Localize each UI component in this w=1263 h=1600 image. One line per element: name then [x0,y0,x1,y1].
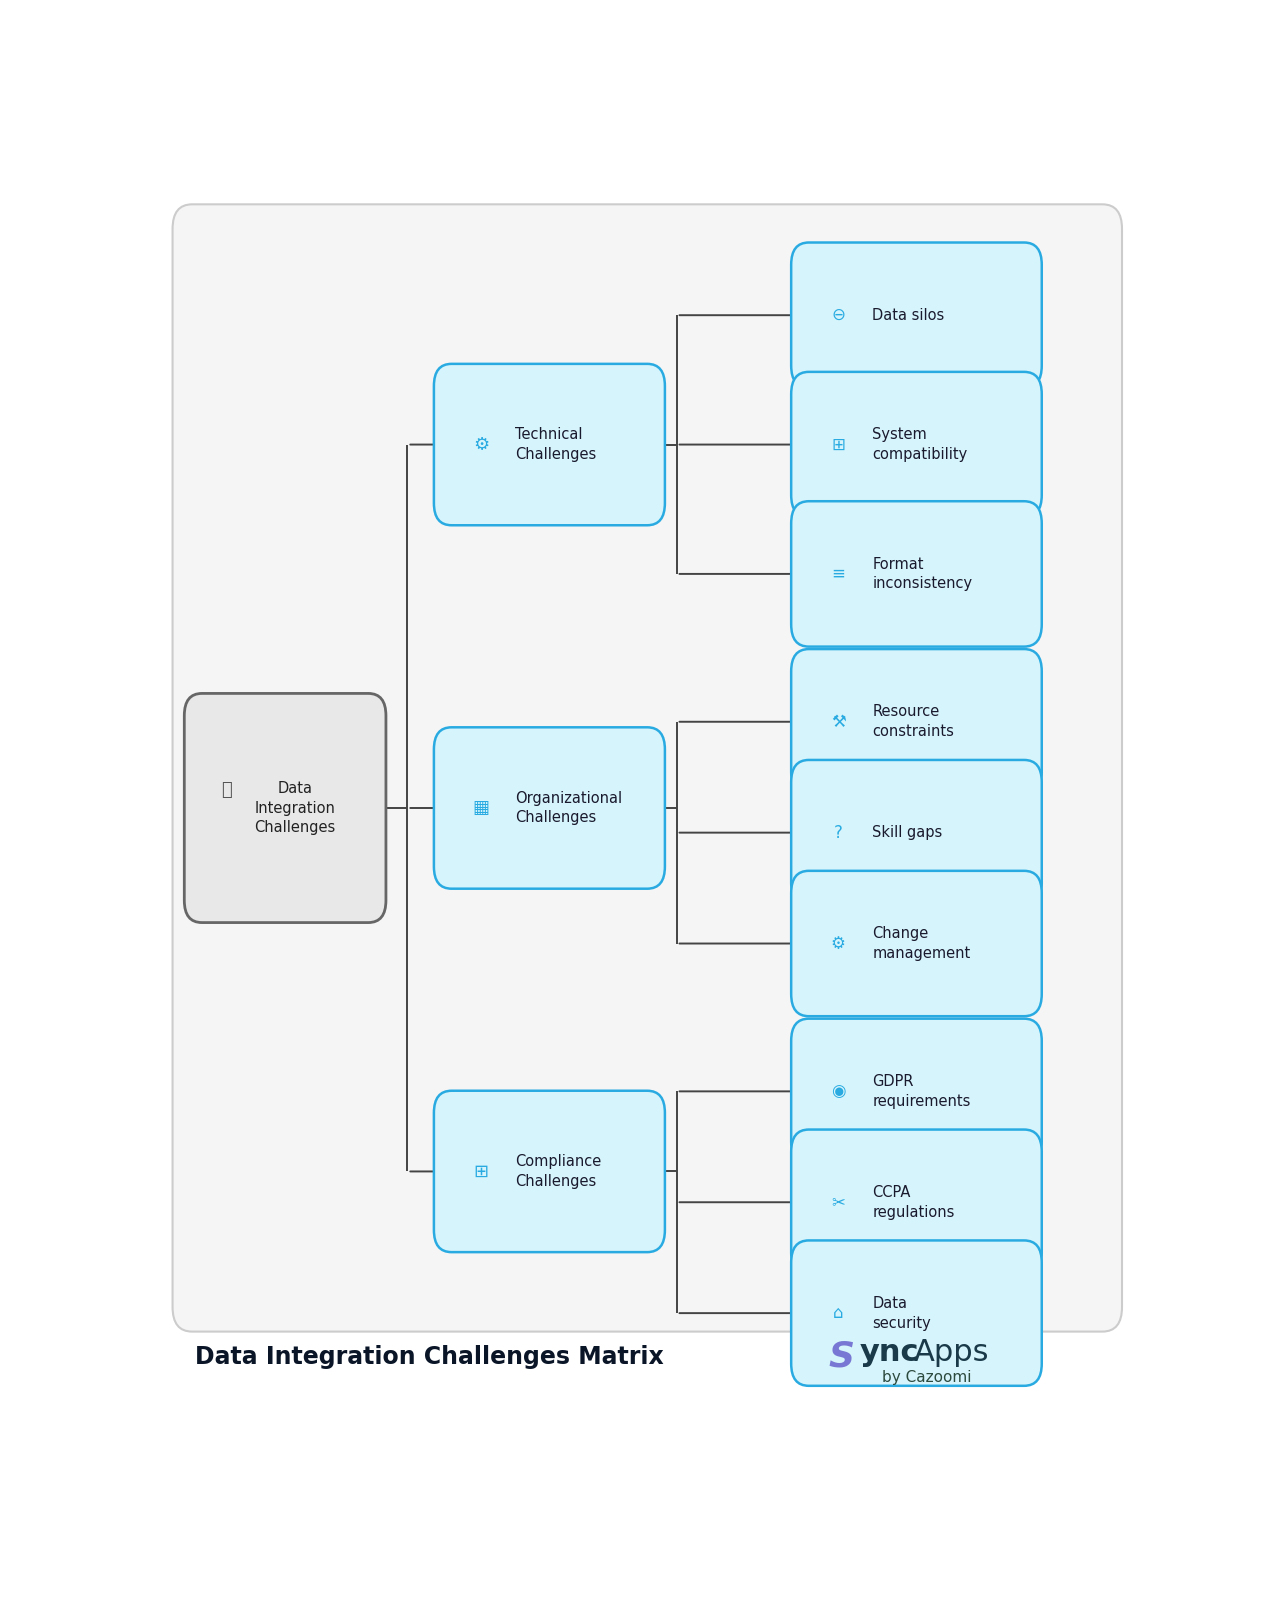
Text: ⛹: ⛹ [221,781,232,798]
Text: GDPR
requirements: GDPR requirements [873,1074,971,1109]
FancyBboxPatch shape [791,650,1042,795]
FancyBboxPatch shape [173,205,1122,1331]
Text: ✂: ✂ [831,1194,845,1211]
Text: ⊖: ⊖ [831,306,845,325]
Text: ⚒: ⚒ [831,712,846,731]
FancyBboxPatch shape [791,1130,1042,1275]
Text: Data
security: Data security [873,1296,931,1331]
FancyBboxPatch shape [791,870,1042,1016]
Text: Compliance
Challenges: Compliance Challenges [515,1154,601,1189]
FancyBboxPatch shape [184,693,386,923]
Text: Data silos: Data silos [873,307,945,323]
Text: System
compatibility: System compatibility [873,427,967,462]
FancyBboxPatch shape [791,501,1042,646]
Text: Organizational
Challenges: Organizational Challenges [515,790,623,826]
Text: Resource
constraints: Resource constraints [873,704,955,739]
FancyBboxPatch shape [791,1019,1042,1165]
FancyBboxPatch shape [791,1240,1042,1386]
FancyBboxPatch shape [434,363,664,525]
FancyBboxPatch shape [434,1091,664,1253]
Text: Format
inconsistency: Format inconsistency [873,557,973,592]
Text: Apps: Apps [913,1338,989,1366]
FancyBboxPatch shape [791,371,1042,517]
Text: ⊞: ⊞ [831,435,845,453]
Text: ⚙: ⚙ [831,934,846,952]
Text: CCPA
regulations: CCPA regulations [873,1186,955,1219]
Text: Technical
Challenges: Technical Challenges [515,427,596,462]
Text: Data
Integration
Challenges: Data Integration Challenges [254,781,336,835]
Text: ?: ? [834,824,842,842]
Text: ≡: ≡ [831,565,845,582]
Text: by Cazoomi: by Cazoomi [882,1370,971,1384]
FancyBboxPatch shape [434,728,664,888]
Text: S: S [829,1339,854,1373]
Text: Change
management: Change management [873,926,971,962]
Text: ⚙: ⚙ [472,435,489,453]
Text: Data Integration Challenges Matrix: Data Integration Challenges Matrix [195,1346,664,1370]
Text: Skill gaps: Skill gaps [873,826,942,840]
Text: ◉: ◉ [831,1082,845,1101]
Text: ⊞: ⊞ [474,1163,489,1181]
FancyBboxPatch shape [791,760,1042,906]
Text: ync: ync [860,1338,919,1366]
Text: ▦: ▦ [472,798,489,818]
Text: ⌂: ⌂ [832,1304,844,1322]
FancyBboxPatch shape [791,243,1042,387]
